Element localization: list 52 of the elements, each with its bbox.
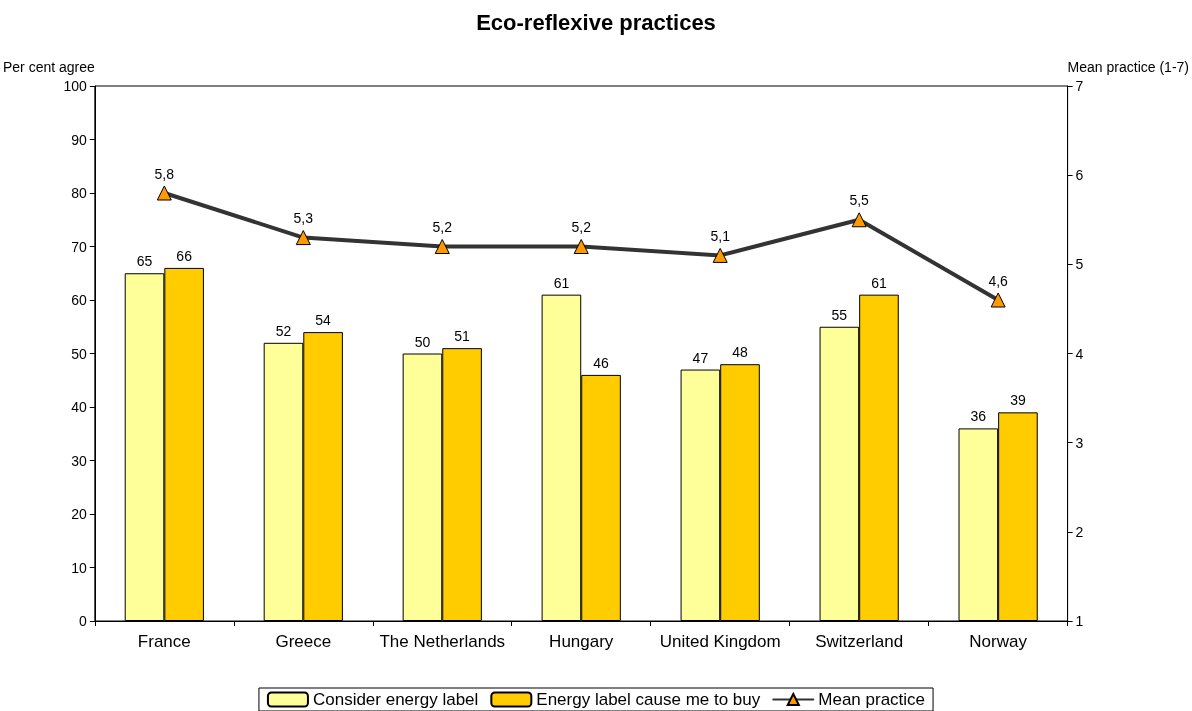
x-tick-label: France	[137, 632, 191, 651]
data-label: 52	[275, 322, 292, 339]
legend-label: Energy label cause me to buy	[536, 690, 761, 709]
y-tick-label: 50	[71, 345, 88, 362]
y2-tick-label: 7	[1075, 78, 1084, 94]
y-tick-label: 30	[71, 452, 88, 469]
y2-tick-label: 1	[1075, 613, 1084, 629]
legend-label: Mean practice	[818, 690, 926, 709]
x-tick-label: Switzerland	[815, 632, 904, 651]
x-tick-label: The Netherlands	[379, 632, 506, 651]
y2-tick-label: 4	[1075, 345, 1084, 362]
data-label: 5,2	[432, 219, 453, 235]
data-label: 39	[1010, 392, 1026, 409]
y2-tick-label: 6	[1075, 167, 1084, 184]
data-label: 5,3	[293, 210, 314, 227]
y-tick-label: 0	[79, 613, 88, 629]
data-label: 4,6	[988, 272, 1009, 289]
data-label: 51	[454, 328, 471, 345]
x-tick-label: Hungary	[549, 632, 614, 651]
data-label: 61	[871, 274, 887, 291]
data-label: 48	[732, 344, 748, 361]
data-label: 61	[553, 274, 570, 291]
y-tick-label: 70	[71, 238, 88, 255]
data-label: 5,2	[571, 219, 592, 235]
data-label: 5,8	[154, 165, 175, 182]
y-tick-label: 60	[71, 292, 88, 308]
data-label: 50	[414, 333, 431, 350]
data-label: 65	[136, 253, 153, 270]
y-tick-label: 20	[71, 506, 88, 522]
chart-title: Eco-reflexive practices	[476, 9, 716, 35]
data-label: 5,1	[710, 227, 731, 244]
data-label: 47	[692, 349, 709, 366]
data-label: 46	[593, 354, 610, 371]
y-tick-label: 40	[71, 399, 88, 415]
y-tick-label: 10	[71, 559, 88, 576]
data-label: 5,5	[849, 192, 870, 209]
y2-tick-label: 2	[1075, 523, 1084, 540]
data-label: 36	[970, 408, 987, 425]
y-axis-title: Per cent agree	[2, 59, 96, 75]
data-label: 66	[176, 247, 193, 264]
y-tick-label: 80	[71, 185, 88, 201]
data-label: 55	[831, 306, 848, 323]
y2-axis-title: Mean practice (1-7)	[1067, 59, 1190, 75]
y-tick-label: 100	[63, 78, 88, 94]
y-tick-label: 90	[71, 131, 88, 148]
x-tick-label: Norway	[969, 632, 1028, 651]
y2-tick-label: 5	[1075, 256, 1084, 273]
x-tick-label: Greece	[275, 632, 332, 651]
x-tick-label: United Kingdom	[659, 632, 781, 651]
data-label: 54	[315, 312, 332, 329]
legend-label: Consider energy label	[312, 690, 479, 709]
y2-tick-label: 3	[1075, 434, 1084, 451]
